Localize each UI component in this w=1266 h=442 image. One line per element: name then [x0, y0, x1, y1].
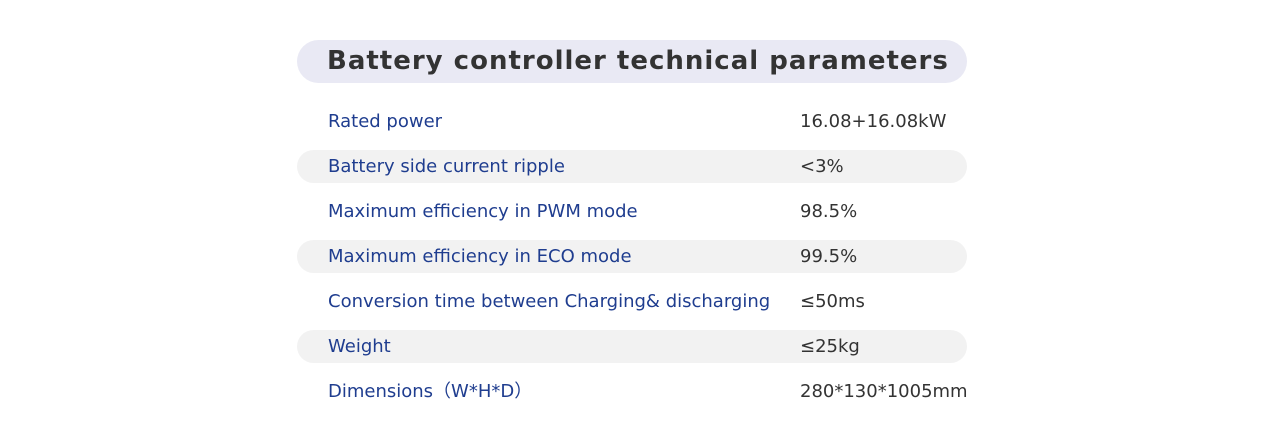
param-name: Maximum efficiency in ECO mode: [328, 246, 632, 267]
table-row: Maximum efficiency in ECO mode 99.5%: [297, 240, 967, 273]
param-value: ≤50ms: [800, 291, 865, 312]
table-row: Conversion time between Charging& discha…: [297, 285, 967, 318]
param-name: Rated power: [328, 111, 443, 132]
param-name: Maximum efficiency in PWM mode: [328, 201, 638, 222]
table-row: Maximum efficiency in PWM mode 98.5%: [297, 195, 967, 228]
table-row: Battery side current ripple <3%: [297, 150, 967, 183]
param-value: 99.5%: [800, 246, 858, 267]
table-row: Weight ≤25kg: [297, 330, 967, 363]
param-name: Dimensions（W*H*D）: [328, 381, 533, 402]
table-row: Dimensions（W*H*D） 280*130*1005mm: [297, 375, 968, 408]
param-name: Conversion time between Charging& discha…: [328, 291, 771, 312]
param-name: Battery side current ripple: [328, 156, 565, 177]
param-value: 98.5%: [800, 201, 858, 222]
param-value: <3%: [800, 156, 844, 177]
param-value: ≤25kg: [800, 336, 860, 357]
param-value: 280*130*1005mm: [800, 381, 968, 402]
param-value: 16.08+16.08kW: [800, 111, 947, 132]
param-name: Weight: [328, 336, 391, 357]
table-row: Rated power 16.08+16.08kW: [297, 105, 967, 138]
title: Battery controller technical parameters: [297, 40, 967, 83]
